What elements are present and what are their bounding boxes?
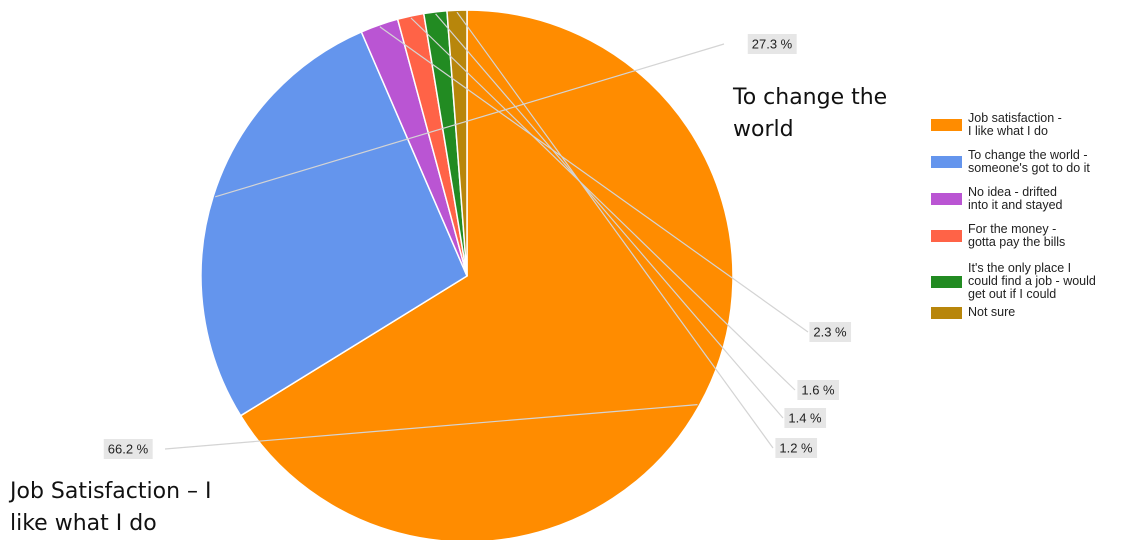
value-label-change-world: 27.3 % [747,34,797,54]
value-label-box [775,438,818,458]
value-label-not-sure: 1.2 % [775,438,818,458]
legend-label: No idea - drifted into it and stayed [968,185,1063,212]
legend-swatch [931,119,962,131]
legend-item-change-world: To change the world - someone's got to do… [931,149,1131,175]
leader-line [435,13,784,419]
annotation-job-satisfaction-line1: Job Satisfaction – I [10,479,212,504]
value-label-text: 27.3 % [752,37,793,52]
slice-job-satisfaction [239,9,734,540]
leader-line [215,43,725,198]
legend-item-job-satisfaction: Job satisfaction -I like what I do [931,112,1131,138]
value-label-box [103,439,153,459]
annotation-change-world-line2: world [733,117,794,142]
value-label-box [809,322,852,342]
pie-slices [200,9,734,540]
leader-line [456,11,774,449]
legend-item-for-the-money: For the money - gotta pay the bills [931,223,1131,249]
value-label-no-idea: 2.3 % [809,322,852,342]
legend-label: Not sure [968,305,1016,319]
legend-swatch [931,193,962,205]
legend-swatch [931,156,962,168]
leader-line [164,404,698,450]
leader-line [410,17,796,391]
legend-label: Job satisfaction -I like what I do [968,111,1062,138]
annotation-job-satisfaction: Job Satisfaction – I like what I do [10,476,270,540]
leader-line [379,26,809,333]
annotation-change-world-line1: To change the [733,85,888,110]
value-label-box [797,380,840,400]
value-label-text: 1.2 % [779,441,813,456]
value-label-box [747,34,797,54]
value-label-text: 1.4 % [788,411,822,426]
pie-value-labels: 66.2 % 27.3 % 2.3 % 1.6 % 1.4 % 1.2 % [103,11,852,459]
value-label-box [784,408,827,428]
legend-swatch [931,306,962,319]
legend-label: To change the world - someone's got to do… [968,148,1090,175]
slice-not-sure [446,9,468,277]
value-label-text: 1.6 % [801,383,835,398]
annotation-change-world: To change the world [733,82,913,146]
value-label-text: 2.3 % [813,325,847,340]
value-label-for-the-money: 1.6 % [797,380,840,400]
annotation-job-satisfaction-line2: like what I do [10,511,157,536]
legend-label: For the money - gotta pay the bills [968,222,1066,249]
legend-item-not-sure: Not sure [931,306,1131,319]
legend-swatch [931,275,962,288]
value-label-job-satisfaction: 66.2 % [103,439,153,459]
value-label-only-place: 1.4 % [784,408,827,428]
slice-change-world [200,30,468,417]
legend-item-no-idea: No idea - drifted into it and stayed [931,186,1131,212]
value-label-text: 66.2 % [108,442,149,457]
legend-swatch [931,230,962,242]
